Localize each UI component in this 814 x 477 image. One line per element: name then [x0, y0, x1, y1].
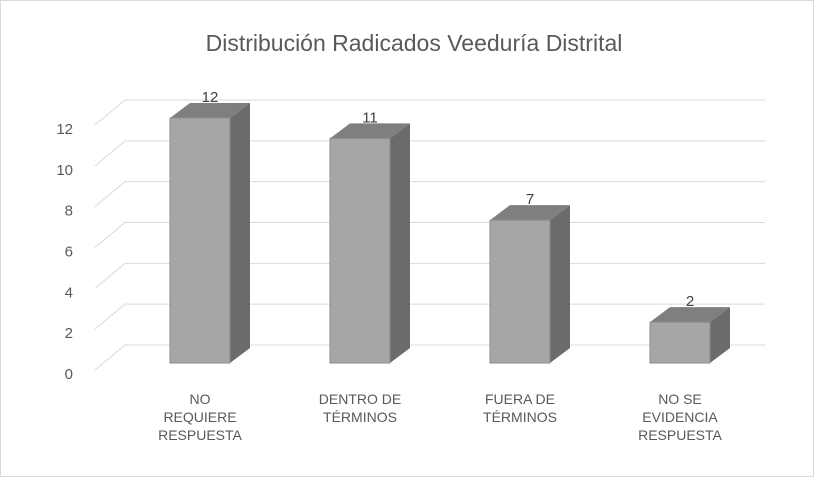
bar [489, 219, 551, 364]
bar-side [390, 123, 410, 364]
bar [169, 117, 231, 364]
x-tick-label: DENTRO DE TÉRMINOS [318, 391, 402, 425]
bar-top [490, 205, 570, 221]
x-tick-label: NO SE EVIDENCIA RESPUESTA [638, 391, 722, 443]
bar-top [650, 307, 730, 323]
bar-side [710, 307, 730, 363]
y-tick-label: 4 [65, 284, 73, 301]
data-label: 11 [362, 109, 378, 126]
bar-top [330, 123, 410, 139]
bar-side [230, 103, 250, 363]
grid-line [94, 181, 765, 208]
x-tick-label: FUERA DE TÉRMINOS [483, 391, 557, 425]
bar [649, 321, 711, 364]
grid-line [94, 140, 765, 167]
y-tick-label: 10 [56, 162, 73, 179]
chart-title: Distribución Radicados Veeduría Distrita… [206, 30, 623, 56]
y-tick-label: 8 [65, 203, 73, 220]
y-tick-label: 0 [65, 366, 73, 383]
data-label: 7 [526, 191, 534, 208]
grid-line [94, 99, 765, 126]
y-tick-label: 6 [65, 243, 73, 260]
bar [329, 137, 391, 364]
x-tick-label: NO REQUIERE RESPUESTA [158, 391, 242, 443]
bar-side [550, 205, 570, 363]
bar-top [170, 103, 250, 118]
data-label: 12 [202, 89, 219, 106]
y-tick-label: 12 [56, 121, 73, 138]
y-tick-label: 2 [65, 325, 73, 342]
data-label: 2 [686, 293, 694, 310]
